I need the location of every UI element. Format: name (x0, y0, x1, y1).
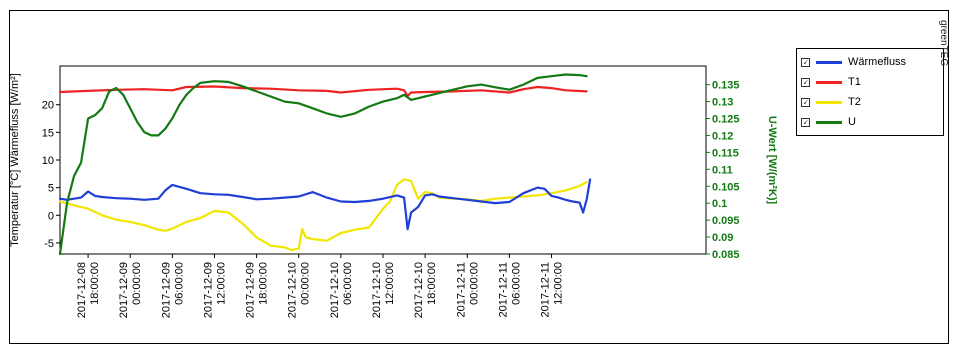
series-group (58, 73, 592, 256)
x-tick-label-date: 2017-12-11 (455, 262, 467, 317)
checkbox-icon[interactable]: 🗸 (801, 77, 810, 88)
watermark-text: greenTEG (938, 20, 949, 67)
legend-item-waermefluss[interactable]: 🗸 Wärmefluss (801, 53, 906, 71)
legend-label: T1 (848, 76, 861, 88)
legend-swatch (816, 120, 842, 124)
legend-label: Wärmefluss (848, 56, 907, 68)
x-tick-label-date: 2017-12-08 (76, 262, 88, 318)
x-tick-label-time: 06:00:00 (342, 262, 354, 305)
y-tick-label: 15 (42, 127, 54, 139)
x-axis-ticks: 2017-12-08 18:00:00 2017-12-09 00:00:00 2017… (76, 254, 565, 318)
x-tick-label-time: 12:00:00 (215, 262, 227, 305)
series-line-u (58, 73, 588, 256)
x-tick-label-date: 2017-12-09 (118, 262, 130, 318)
x-tick-label-time: 00:00:00 (300, 262, 312, 305)
y2-tick-label: 0.12 (712, 130, 733, 142)
x-tick-label-time: 18:00:00 (258, 262, 270, 305)
plot-area (59, 65, 707, 255)
x-tick-label-date: 2017-12-09 (202, 262, 214, 318)
y-tick-label: 20 (42, 100, 54, 112)
checkbox-icon[interactable]: 🗸 (801, 97, 810, 108)
x-tick-label-date: 2017-12-10 (287, 262, 299, 318)
legend-item-u[interactable]: 🗸 U (801, 113, 856, 131)
legend-label: U (848, 116, 856, 128)
x-tick-label-time: 12:00:00 (553, 262, 565, 305)
x-tick-label-date: 2017-12-11 (497, 262, 509, 317)
legend-swatch (816, 100, 842, 104)
y-axis-ticks: -5 0 5 10 15 20 (42, 100, 60, 250)
legend-swatch (816, 60, 842, 64)
y2-tick-label: 0.085 (712, 249, 740, 261)
x-tick-label-time: 06:00:00 (173, 262, 185, 305)
watermark: greenTEG (937, 20, 951, 80)
y2-tick-label: 0.095 (712, 215, 740, 227)
y2-tick-label: 0.135 (712, 80, 740, 92)
y2-tick-label: 0.125 (712, 114, 740, 126)
x-tick-label-time: 00:00:00 (468, 262, 480, 305)
series-line-t1 (58, 85, 588, 98)
y2-tick-label: 0.1 (712, 198, 727, 210)
y-tick-label: 0 (48, 210, 54, 222)
legend-item-t1[interactable]: 🗸 T1 (801, 73, 861, 91)
y-axis-label: Temperatur [°C] Wärmefluss [W/m²] (9, 73, 21, 247)
x-tick-label-date: 2017-12-10 (329, 262, 341, 318)
y-tick-label: 5 (48, 183, 54, 195)
legend-item-t2[interactable]: 🗸 T2 (801, 93, 861, 111)
y2-tick-label: 0.11 (712, 164, 733, 176)
y2-tick-label: 0.13 (712, 97, 733, 109)
checkbox-icon[interactable]: 🗸 (801, 57, 810, 68)
y2-tick-label: 0.09 (712, 232, 733, 244)
x-tick-label-date: 2017-12-11 (540, 262, 552, 317)
legend-swatch (816, 80, 842, 84)
y2-tick-label: 0.105 (712, 181, 740, 193)
x-tick-label-time: 12:00:00 (384, 262, 396, 305)
x-tick-label-time: 18:00:00 (89, 262, 101, 305)
series-line-t2 (58, 178, 588, 252)
x-tick-label-date: 2017-12-10 (371, 262, 383, 318)
y2-axis-label: U-Wert [W/(m²K)] (766, 116, 778, 205)
y-tick-label: 10 (42, 155, 54, 167)
y2-tick-label: 0.115 (712, 147, 739, 159)
y2-axis-ticks: 0.085 0.09 0.095 0.1 0.105 0.11 0.115 0.12 0.125… (706, 80, 740, 261)
series-line-waermefluss (58, 178, 592, 231)
chart-legend: 🗸 Wärmefluss 🗸 T1 🗸 T2 🗸 U (796, 48, 944, 136)
x-tick-label-date: 2017-12-10 (413, 262, 425, 318)
y-tick-label: -5 (44, 238, 54, 250)
x-tick-label-time: 00:00:00 (131, 262, 143, 305)
x-tick-label-time: 06:00:00 (510, 262, 522, 305)
x-tick-label-date: 2017-12-09 (160, 262, 172, 318)
legend-label: T2 (848, 96, 861, 108)
x-tick-label-date: 2017-12-09 (245, 262, 257, 318)
x-tick-label-time: 18:00:00 (426, 262, 438, 305)
checkbox-icon[interactable]: 🗸 (801, 117, 810, 128)
